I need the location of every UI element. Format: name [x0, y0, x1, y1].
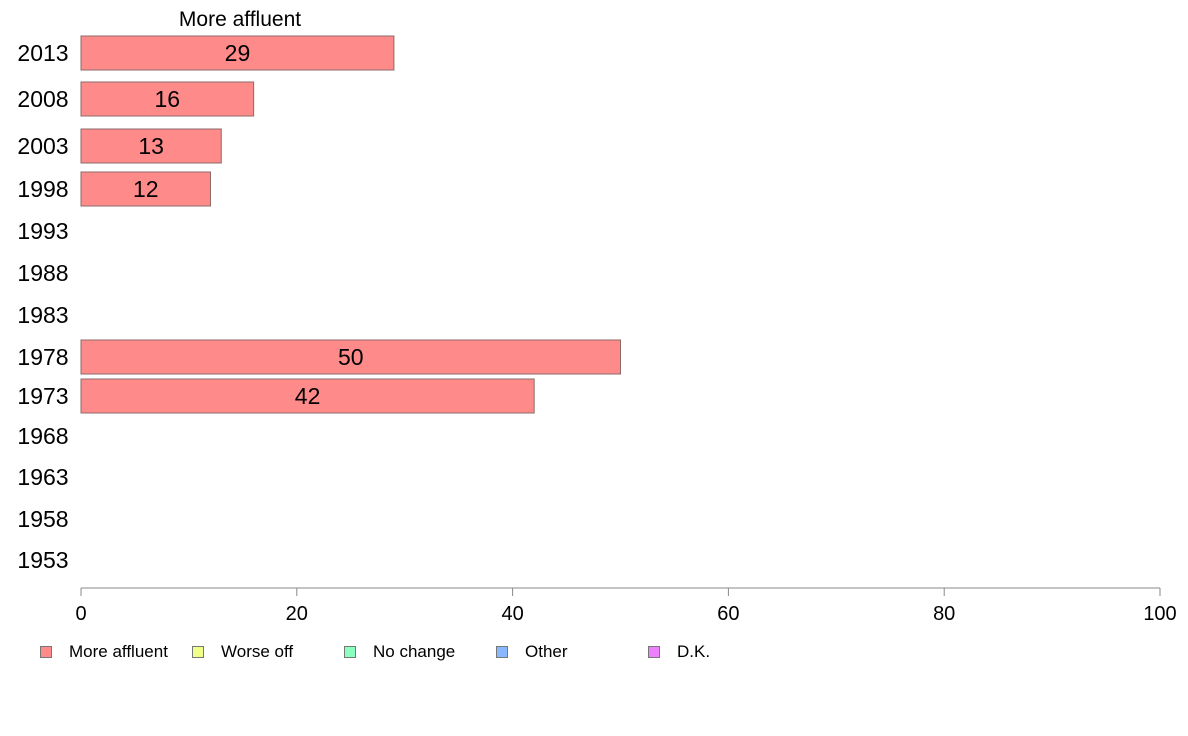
- x-tick-label: 40: [501, 603, 523, 625]
- bar: [80, 128, 222, 164]
- bar-data-label: 16: [155, 86, 181, 112]
- x-tick-label: 0: [75, 603, 86, 625]
- y-tick-label: 2003: [17, 133, 68, 159]
- x-axis: 0 20 40 60 80 100: [75, 587, 1177, 625]
- y-tick-label: 1993: [17, 218, 68, 244]
- y-tick-label: 1988: [17, 260, 68, 286]
- bar-data-label: 42: [295, 383, 321, 409]
- legend-swatch: [496, 646, 508, 658]
- y-tick-label: 2008: [17, 86, 68, 112]
- bar-data-label: 50: [338, 344, 364, 370]
- legend-label: No change: [373, 642, 456, 661]
- y-tick-label: 1998: [17, 176, 68, 202]
- y-tick-label: 2013: [17, 40, 68, 66]
- y-axis-labels: 2013 2008 2003 1998 1993 1988 1983 1978 1973 1968…: [17, 40, 68, 573]
- y-tick-label: 1953: [17, 547, 68, 573]
- bar: [80, 35, 395, 71]
- bar-data-label: 12: [133, 176, 159, 202]
- bar: [80, 339, 621, 375]
- legend-item-no-change: No change: [344, 642, 455, 662]
- x-tick-label: 100: [1143, 603, 1176, 625]
- x-tick-label: 60: [717, 603, 739, 625]
- legend-item-worse-off: Worse off: [192, 642, 293, 662]
- x-tick-label: 20: [286, 603, 308, 625]
- legend-item-more-affluent: More affluent: [40, 642, 168, 662]
- y-tick-label: 1958: [17, 506, 68, 532]
- chart-title: More affluent: [179, 8, 301, 31]
- bar: [80, 171, 211, 207]
- legend-item-other: Other: [496, 642, 568, 662]
- legend-swatch: [192, 646, 204, 658]
- bar: [80, 81, 255, 117]
- bar: [80, 378, 535, 414]
- bar-data-label: 13: [138, 133, 164, 159]
- bar-data-label: 29: [225, 40, 251, 66]
- legend-swatch: [40, 646, 52, 658]
- legend-swatch: [648, 646, 660, 658]
- y-tick-label: 1978: [17, 344, 68, 370]
- bars-group: 29 16 13 12 50 42: [80, 35, 621, 414]
- y-tick-label: 1973: [17, 383, 68, 409]
- legend-label: Worse off: [221, 642, 294, 661]
- legend-label: Other: [525, 642, 568, 661]
- y-tick-label: 1983: [17, 302, 68, 328]
- y-tick-label: 1968: [17, 423, 68, 449]
- legend-label: D.K.: [677, 642, 711, 661]
- legend-swatch: [344, 646, 356, 658]
- legend-label: More affluent: [69, 642, 168, 661]
- y-tick-label: 1963: [17, 464, 68, 490]
- legend-item-dk: D.K.: [648, 642, 710, 662]
- x-tick-label: 80: [933, 603, 955, 625]
